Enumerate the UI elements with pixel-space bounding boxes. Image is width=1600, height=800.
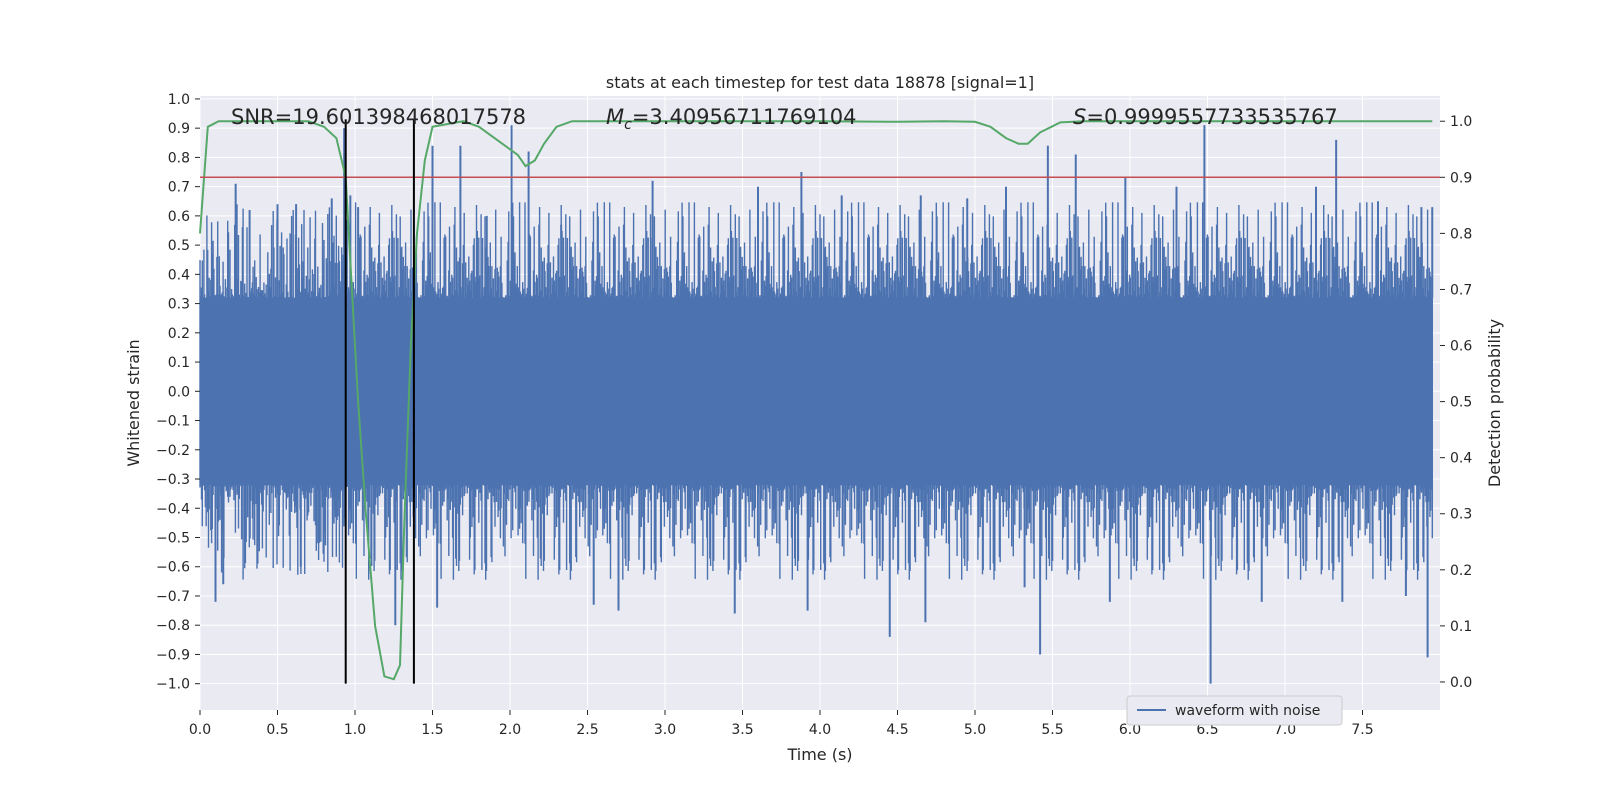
y-tick-label: −0.5	[156, 530, 190, 546]
y-tick-label: 0.3	[168, 297, 190, 313]
chirp-mass-value: =3.40956711769104	[632, 105, 857, 129]
y-tick-label: −0.1	[156, 414, 190, 430]
y-tick-label: 0.4	[168, 267, 190, 283]
y-axis-label: Whitened strain	[124, 339, 143, 466]
x-tick-label: 3.0	[654, 722, 676, 738]
y-tick-label: −1.0	[156, 677, 190, 693]
y-tick-label: −0.8	[156, 618, 190, 634]
y2-tick-label: 1.0	[1450, 114, 1472, 130]
chirp-mass-symbol: M	[606, 105, 624, 129]
x-tick-label: 2.5	[576, 722, 598, 738]
x-tick-label: 0.0	[189, 722, 211, 738]
y-tick-label: −0.3	[156, 472, 190, 488]
waveform-series	[199, 125, 1434, 684]
chart-title: stats at each timestep for test data 188…	[606, 73, 1034, 92]
y-tick-label: 0.9	[168, 121, 190, 137]
y2-tick-label: 0.3	[1450, 507, 1472, 523]
x-tick-label: 0.5	[266, 722, 288, 738]
y2-tick-label: 0.6	[1450, 339, 1472, 355]
y2-tick-label: 0.1	[1450, 619, 1472, 635]
snr-annotation: SNR=19.601398468017578	[231, 105, 526, 129]
y-tick-label: 0.6	[168, 209, 190, 225]
y-tick-label: −0.7	[156, 589, 190, 605]
vlines	[344, 119, 415, 684]
x-tick-label: 2.0	[499, 722, 521, 738]
y2-tick-label: 0.5	[1450, 395, 1472, 411]
legend: waveform with noise	[1126, 695, 1343, 726]
y-tick-label: −0.9	[156, 647, 190, 663]
y-tick-label: 0.0	[168, 384, 190, 400]
y-tick-label: 0.2	[168, 326, 190, 342]
y2-tick-label: 0.9	[1450, 170, 1472, 186]
x-tick-label: 6.0	[1119, 722, 1141, 738]
y2-axis-label: Detection probability	[1485, 319, 1504, 487]
s-annotation: S=0.9999557733535767	[1073, 105, 1338, 129]
x-tick-label: 1.5	[421, 722, 443, 738]
x-tick-label: 5.5	[1041, 722, 1063, 738]
y2-tick-label: 0.7	[1450, 282, 1472, 298]
y-axis-ticks: 1.0 0.9 0.8 0.7 0.6 0.5 0.4 0.3 0.2 0.1 0.0 −0.1 −0.…	[156, 92, 200, 693]
y-tick-label: 0.5	[168, 238, 190, 254]
y2-axis-ticks: 1.0 0.9 0.8 0.7 0.6 0.5 0.4 0.3 0.2 0.1 0.0	[1440, 114, 1472, 691]
y-tick-label: −0.2	[156, 443, 190, 459]
x-tick-label: 5.0	[964, 722, 986, 738]
y2-tick-label: 0.8	[1450, 226, 1472, 242]
x-tick-label: 6.5	[1196, 722, 1218, 738]
x-tick-label: 7.0	[1274, 722, 1296, 738]
y-tick-label: 0.8	[168, 150, 190, 166]
x-tick-label: 3.5	[731, 722, 753, 738]
y2-tick-label: 0.2	[1450, 563, 1472, 579]
y-tick-label: 0.1	[168, 355, 190, 371]
y2-tick-label: 0.0	[1450, 675, 1472, 691]
waveform-noise	[199, 202, 1433, 580]
legend-box	[1126, 695, 1343, 726]
detection-probability-line	[199, 120, 1433, 681]
x-tick-label: 4.5	[886, 722, 908, 738]
y-tick-label: −0.4	[156, 501, 190, 517]
x-tick-label: 4.0	[809, 722, 831, 738]
s-value: =0.9999557733535767	[1086, 105, 1337, 129]
y2-tick-label: 0.4	[1450, 451, 1472, 467]
chirp-mass-subscript: c	[624, 117, 632, 133]
x-tick-label: 7.5	[1351, 722, 1373, 738]
legend-label: waveform with noise	[1175, 703, 1320, 719]
x-axis-ticks: 0.0 0.5 1.0 1.5 2.0 2.5 3.0 3.5 4.0 4.5 5.0 5.5 6.0 6…	[189, 710, 1374, 738]
y-tick-label: 1.0	[168, 92, 190, 108]
y-tick-label: −0.6	[156, 560, 190, 576]
x-axis-label: Time (s)	[786, 745, 852, 764]
x-tick-label: 1.0	[344, 722, 366, 738]
s-symbol: S	[1073, 105, 1086, 129]
chirp-mass-annotation: Mc=3.40956711769104	[606, 105, 857, 133]
y-tick-label: 0.7	[168, 180, 190, 196]
